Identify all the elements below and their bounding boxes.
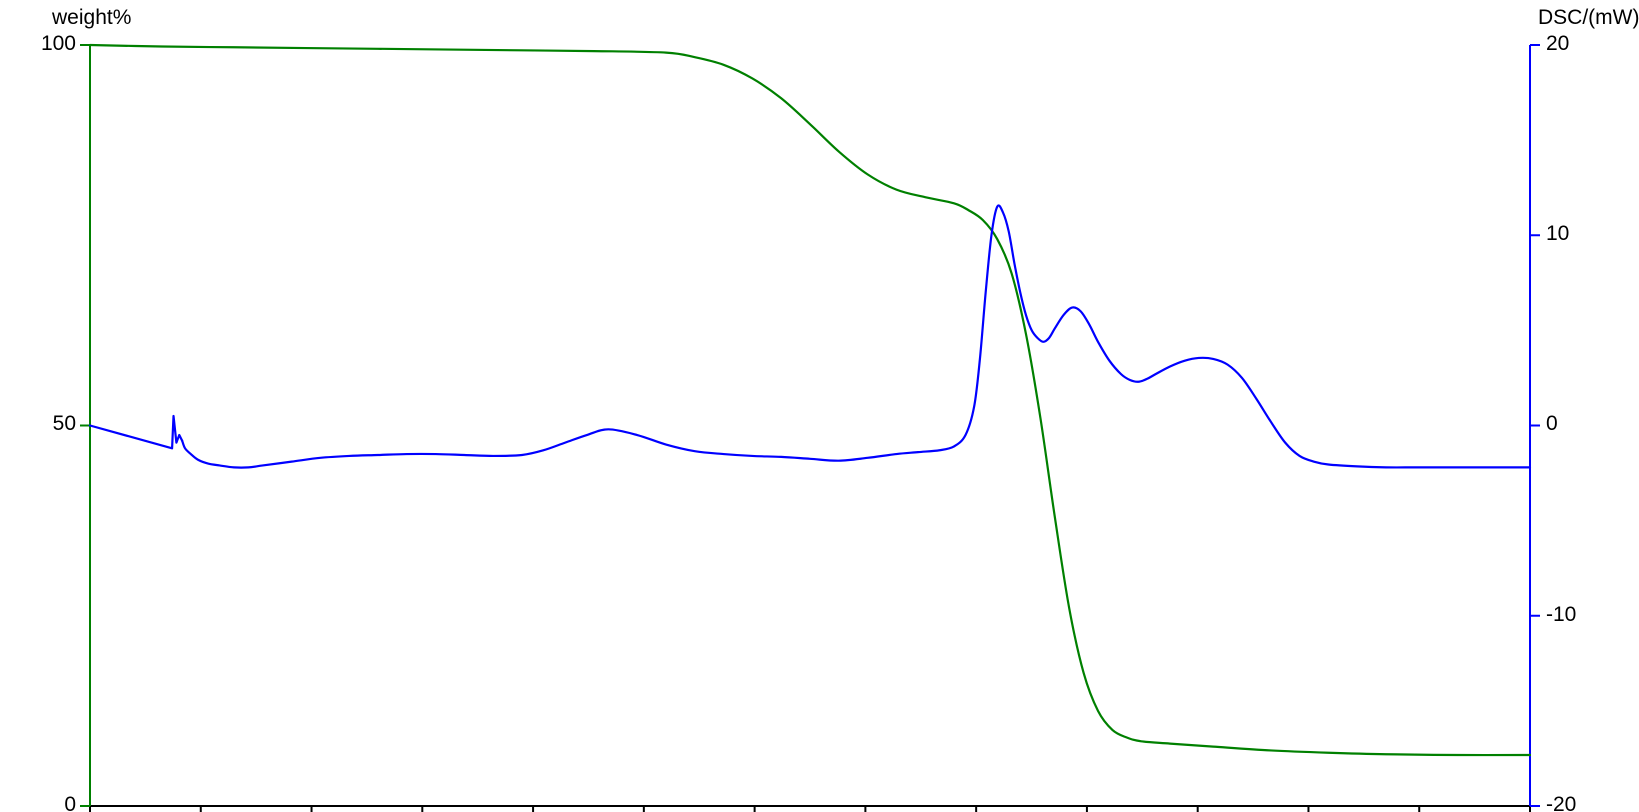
- right-axis-title: DSC/(mW): [1538, 6, 1639, 30]
- right-tick-label: -20: [1546, 793, 1576, 812]
- left-tick-label: 0: [64, 793, 76, 812]
- right-tick-label: 0: [1546, 412, 1558, 436]
- left-tick-label: 50: [53, 412, 76, 436]
- right-tick-label: 20: [1546, 32, 1569, 56]
- left-axis-title: weight%: [52, 6, 131, 30]
- left-tick-label: 100: [41, 32, 76, 56]
- chart-svg: [0, 0, 1639, 812]
- right-tick-label: -10: [1546, 603, 1576, 627]
- thermal-analysis-chart: weight% DSC/(mW) 100500 20100-10-20: [0, 0, 1639, 812]
- right-tick-label: 10: [1546, 222, 1569, 246]
